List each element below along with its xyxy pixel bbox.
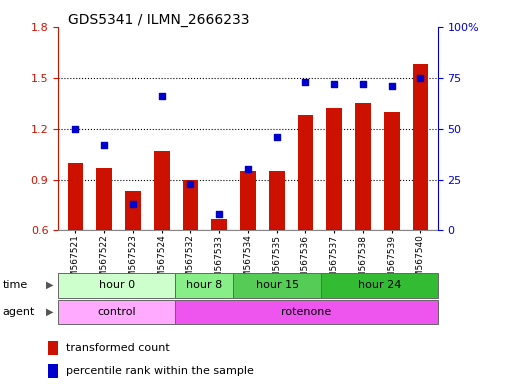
Bar [154, 151, 169, 230]
Point [71, 126, 79, 132]
Bar [48, 341, 58, 355]
Text: control: control [97, 307, 136, 317]
Text: ▶: ▶ [45, 280, 53, 290]
Point [158, 93, 166, 99]
Text: hour 15: hour 15 [255, 280, 298, 290]
Text: hour 0: hour 0 [98, 280, 134, 290]
Text: GDS5341 / ILMN_2666233: GDS5341 / ILMN_2666233 [68, 13, 249, 27]
Text: rotenone: rotenone [281, 307, 331, 317]
Text: transformed count: transformed count [66, 343, 170, 353]
Bar [412, 64, 428, 230]
Text: time: time [3, 280, 28, 290]
Point [186, 180, 194, 187]
Bar [182, 180, 198, 230]
Point [301, 79, 309, 85]
Bar [96, 168, 112, 230]
Bar [175, 273, 233, 298]
Bar [67, 162, 83, 230]
Bar [125, 191, 140, 230]
Point [329, 81, 337, 87]
Text: ▶: ▶ [45, 307, 53, 317]
Bar [58, 300, 175, 324]
Point [100, 142, 108, 148]
Text: agent: agent [3, 307, 35, 317]
Bar [297, 115, 313, 230]
Text: hour 8: hour 8 [186, 280, 222, 290]
Bar [233, 273, 320, 298]
Bar [268, 171, 284, 230]
Point [215, 211, 223, 217]
Bar [175, 300, 437, 324]
Text: percentile rank within the sample: percentile rank within the sample [66, 366, 254, 376]
Point [272, 134, 280, 140]
Bar [48, 364, 58, 378]
Bar [320, 273, 437, 298]
Text: hour 24: hour 24 [357, 280, 400, 290]
Point [129, 201, 137, 207]
Bar [211, 218, 227, 230]
Point [387, 83, 395, 89]
Bar [355, 103, 370, 230]
Bar [326, 108, 341, 230]
Bar [383, 112, 399, 230]
Point [358, 81, 366, 87]
Point [243, 166, 251, 172]
Point [416, 74, 424, 81]
Bar [239, 171, 256, 230]
Bar [58, 273, 175, 298]
